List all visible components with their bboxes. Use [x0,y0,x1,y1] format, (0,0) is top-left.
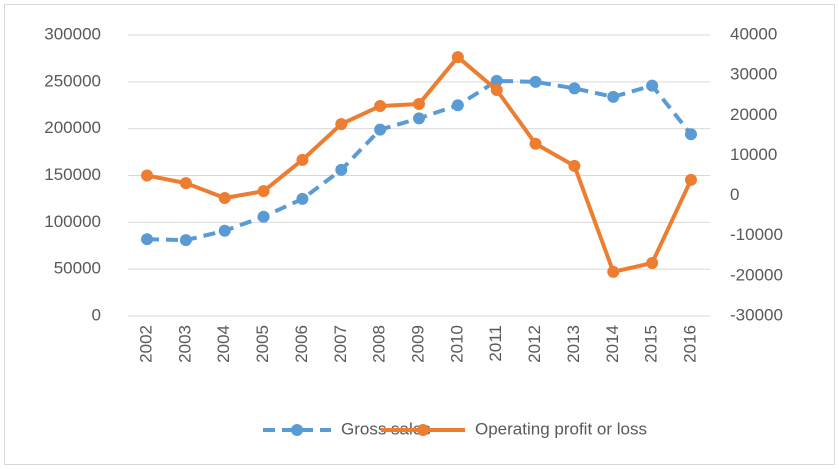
x-tick-label: 2014 [603,325,622,363]
x-tick-label: 2012 [525,325,544,363]
point [529,137,542,150]
y2-tick-label: 40000 [730,24,777,43]
point [141,233,154,246]
point [296,192,309,205]
point [218,191,231,204]
x-tick-label: 2013 [564,325,583,363]
point [335,118,348,131]
point [141,169,154,182]
y2-tick-label: -20000 [730,265,783,284]
chart-border [4,4,835,465]
y-tick-label: 300000 [44,24,101,43]
point [296,153,309,166]
x-tick-label: 2006 [292,325,311,363]
x-tick-label: 2016 [680,325,699,363]
point [451,51,464,64]
point [490,83,503,96]
y2-tick-label: 0 [730,185,739,204]
point [374,100,387,113]
point [374,123,387,136]
point [451,99,464,112]
x-tick-label: 2004 [214,325,233,363]
y2-tick-label: 10000 [730,145,777,164]
x-tick-label: 2011 [486,325,505,362]
y-tick-label: 100000 [44,212,101,231]
point [568,159,581,172]
point [607,90,620,103]
point [646,79,659,92]
point [179,234,192,247]
point [529,75,542,88]
x-tick-label: 2010 [447,325,466,363]
y2-tick-label: 20000 [730,105,777,124]
point [568,82,581,95]
point [607,265,620,278]
point [218,224,231,237]
y2-tick-label: 30000 [730,65,777,84]
point [684,173,697,186]
point [413,112,425,125]
x-tick-label: 2007 [331,325,350,363]
y-tick-label: 50000 [54,259,101,278]
point [490,74,503,87]
point [413,98,425,111]
x-tick-label: 2015 [642,325,661,363]
y2-tick-label: -30000 [730,305,783,324]
x-tick-label: 2009 [408,325,427,363]
legend-marker [291,424,303,436]
y-tick-label: 200000 [44,118,101,137]
y-tick-label: 150000 [44,165,101,184]
point [646,257,659,270]
legend-marker [417,424,429,436]
point [179,177,192,190]
point [257,185,270,198]
x-tick-label: 2008 [370,325,389,363]
point [684,128,697,141]
y-tick-label: 250000 [44,71,101,90]
y-tick-label: 0 [92,305,101,324]
point [335,163,348,176]
y2-tick-label: -10000 [730,225,783,244]
x-tick-label: 2003 [175,325,194,363]
point [257,210,270,223]
legend-label: Operating profit or loss [475,419,647,438]
x-tick-label: 2005 [253,325,272,363]
x-tick-label: 2002 [137,325,156,363]
